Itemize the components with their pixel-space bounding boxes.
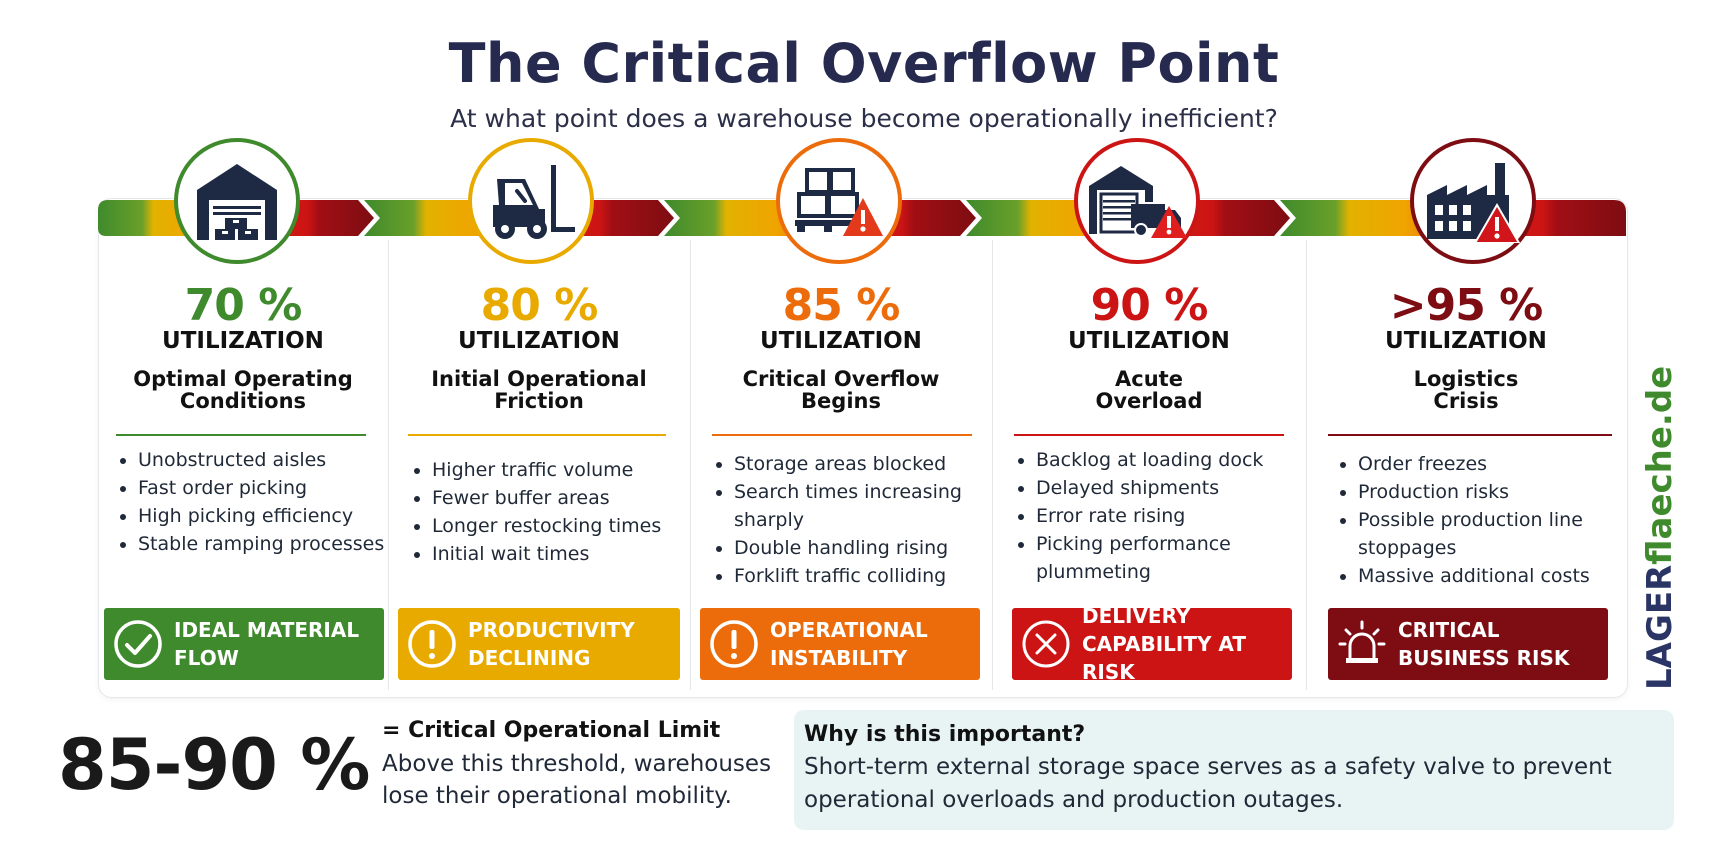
forklift-icon [468, 138, 594, 264]
stage-bullets: Order freezes Production risks Possible … [1334, 450, 1628, 590]
utilization-label: UTILIZATION [760, 328, 922, 354]
column-divider [690, 240, 691, 690]
stage-heading: Optimal Operating Conditions [133, 367, 353, 413]
critical-limit-text: Above this threshold, warehouses lose th… [382, 751, 772, 809]
status-badge: CRITICAL BUSINESS RISK [1328, 608, 1608, 680]
stage-bullets: Unobstructed aisles Fast order picking H… [114, 446, 388, 558]
stage-85: 85 % UTILIZATION Critical Overflow Begin… [692, 130, 990, 696]
list-item: Delayed shipments [1036, 474, 1304, 502]
list-item: Storage areas blocked [734, 450, 996, 478]
list-item: Unobstructed aisles [138, 446, 388, 474]
utilization-percent: 80 % [480, 280, 599, 331]
utilization-percent: 70 % [184, 280, 303, 331]
list-item: Longer restocking times [432, 512, 702, 540]
list-item: Picking performance plummeting [1036, 530, 1304, 586]
badge-label: PRODUCTIVITY DECLINING [468, 618, 635, 670]
heading-rule [1328, 434, 1612, 436]
badge-label: DELIVERY CAPABILITY AT RISK [1082, 604, 1246, 684]
list-item: Forklift traffic colliding [734, 562, 996, 590]
stage-95-plus: >95 % UTILIZATION Logistics Crisis Order… [1308, 130, 1624, 696]
utilization-label: UTILIZATION [1385, 328, 1547, 354]
stage-bullets: Storage areas blocked Search times incre… [710, 450, 996, 590]
stage-heading: Acute Overload [1095, 367, 1203, 413]
list-item: Search times increasing sharply [734, 478, 996, 534]
x-circle-icon [1022, 620, 1070, 668]
critical-range-value: 85-90 % [58, 724, 370, 806]
check-circle-icon [114, 620, 162, 668]
status-badge: IDEAL MATERIAL FLOW [104, 608, 384, 680]
stage-80: 80 % UTILIZATION Initial Operational Fri… [390, 130, 688, 696]
heading-rule [116, 434, 366, 436]
brand-part-2: flaeche.de [1640, 365, 1680, 565]
brand-part-1: LAGER [1640, 564, 1680, 690]
list-item: Possible production line stoppages [1358, 506, 1628, 562]
utilization-label: UTILIZATION [458, 328, 620, 354]
list-item: Initial wait times [432, 540, 702, 568]
list-item: Stable ramping processes [138, 530, 388, 558]
list-item: Double handling rising [734, 534, 996, 562]
page-subtitle: At what point does a warehouse become op… [450, 104, 1278, 133]
list-item: Massive additional costs [1358, 562, 1628, 590]
status-badge: OPERATIONAL INSTABILITY [700, 608, 980, 680]
heading-rule [408, 434, 666, 436]
stage-bullets: Higher traffic volume Fewer buffer areas… [408, 456, 702, 568]
list-item: Higher traffic volume [432, 456, 702, 484]
badge-label: IDEAL MATERIAL FLOW [174, 618, 360, 670]
column-divider [1306, 240, 1307, 690]
utilization-label: UTILIZATION [1068, 328, 1230, 354]
info-box-title: Why is this important? [804, 722, 1086, 747]
list-item: Fast order picking [138, 474, 388, 502]
stage-heading: Critical Overflow Begins [742, 367, 940, 413]
column-divider [992, 240, 993, 690]
list-item: Error rate rising [1036, 502, 1304, 530]
info-box-text: Short-term external storage space serves… [804, 754, 1612, 813]
column-divider [388, 240, 389, 690]
list-item: Production risks [1358, 478, 1628, 506]
info-box: Why is this important? Short-term extern… [794, 710, 1674, 830]
exclamation-circle-icon [408, 620, 456, 668]
list-item: High picking efficiency [138, 502, 388, 530]
heading-rule [1014, 434, 1284, 436]
factory-warning-icon [1410, 138, 1536, 264]
list-item: Fewer buffer areas [432, 484, 702, 512]
status-badge: DELIVERY CAPABILITY AT RISK [1012, 604, 1292, 684]
stage-bullets: Backlog at loading dock Delayed shipment… [1012, 446, 1304, 586]
alarm-light-icon [1338, 620, 1386, 663]
critical-limit-label: = Critical Operational Limit [382, 718, 721, 743]
utilization-label: UTILIZATION [162, 328, 324, 354]
page-title: The Critical Overflow Point [448, 32, 1280, 95]
pallet-warning-icon [776, 138, 902, 264]
heading-rule [712, 434, 972, 436]
list-item: Backlog at loading dock [1036, 446, 1304, 474]
badge-label: OPERATIONAL INSTABILITY [770, 618, 928, 670]
status-badge: PRODUCTIVITY DECLINING [398, 608, 680, 680]
stage-heading: Logistics Crisis [1413, 367, 1519, 413]
warehouse-icon [174, 138, 300, 264]
stage-70: 70 % UTILIZATION Optimal Operating Condi… [100, 130, 386, 696]
utilization-percent: >95 % [1389, 280, 1544, 331]
utilization-percent: 90 % [1090, 280, 1209, 331]
badge-label: CRITICAL BUSINESS RISK [1398, 618, 1570, 670]
list-item: Order freezes [1358, 450, 1628, 478]
stage-heading: Initial Operational Friction [431, 367, 647, 413]
loading-dock-truck-icon [1074, 138, 1200, 264]
stage-90: 90 % UTILIZATION Acute Overload Backlog … [994, 130, 1304, 696]
utilization-percent: 85 % [782, 280, 901, 331]
exclamation-circle-icon [710, 620, 758, 668]
brand-logo: LAGERflaeche.de [1640, 366, 1680, 690]
